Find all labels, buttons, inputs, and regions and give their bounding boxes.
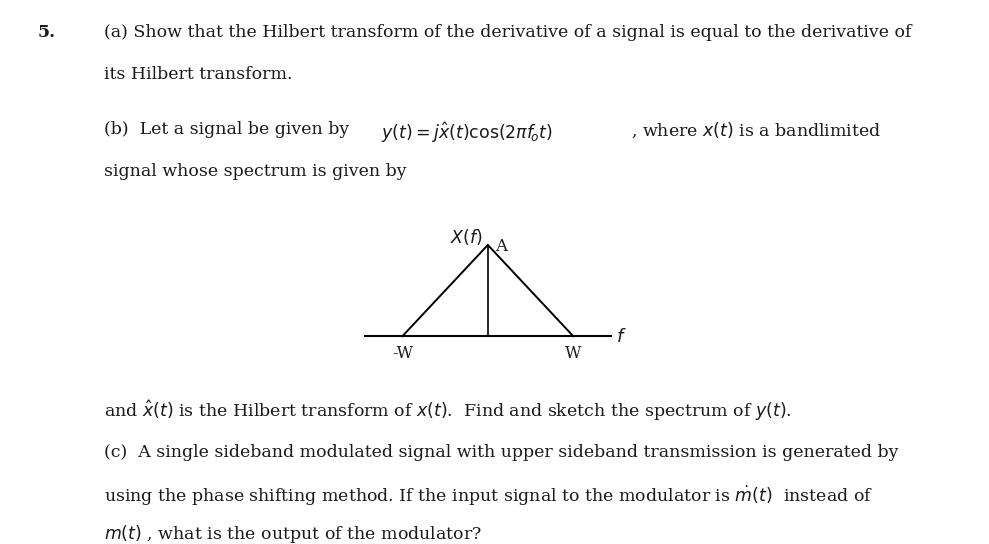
Text: its Hilbert transform.: its Hilbert transform. [104, 66, 293, 83]
Text: $X(f)$: $X(f)$ [450, 227, 483, 247]
Text: using the phase shifting method. If the input signal to the modulator is $\dot{m: using the phase shifting method. If the … [104, 484, 873, 508]
Text: , where $x(t)$ is a bandlimited: , where $x(t)$ is a bandlimited [631, 121, 881, 140]
Text: signal whose spectrum is given by: signal whose spectrum is given by [104, 163, 406, 180]
Text: (c)  A single sideband modulated signal with upper sideband transmission is gene: (c) A single sideband modulated signal w… [104, 444, 898, 461]
Text: $y(t) = j\hat{x}(t)\cos(2\pi f_{\!o}t)$: $y(t) = j\hat{x}(t)\cos(2\pi f_{\!o}t)$ [381, 121, 552, 145]
Text: -W: -W [392, 345, 413, 362]
Text: W: W [565, 345, 582, 362]
Text: (a) Show that the Hilbert transform of the derivative of a signal is equal to th: (a) Show that the Hilbert transform of t… [104, 24, 911, 41]
Text: $f$: $f$ [616, 328, 627, 346]
Text: $m(t)$ , what is the output of the modulator?: $m(t)$ , what is the output of the modul… [104, 523, 482, 544]
Text: A: A [494, 238, 506, 255]
Text: 5.: 5. [38, 24, 55, 41]
Text: (b)  Let a signal be given by: (b) Let a signal be given by [104, 121, 360, 138]
Text: and $\hat{x}(t)$ is the Hilbert transform of $x(t)$.  Find and sketch the spectr: and $\hat{x}(t)$ is the Hilbert transfor… [104, 398, 791, 423]
